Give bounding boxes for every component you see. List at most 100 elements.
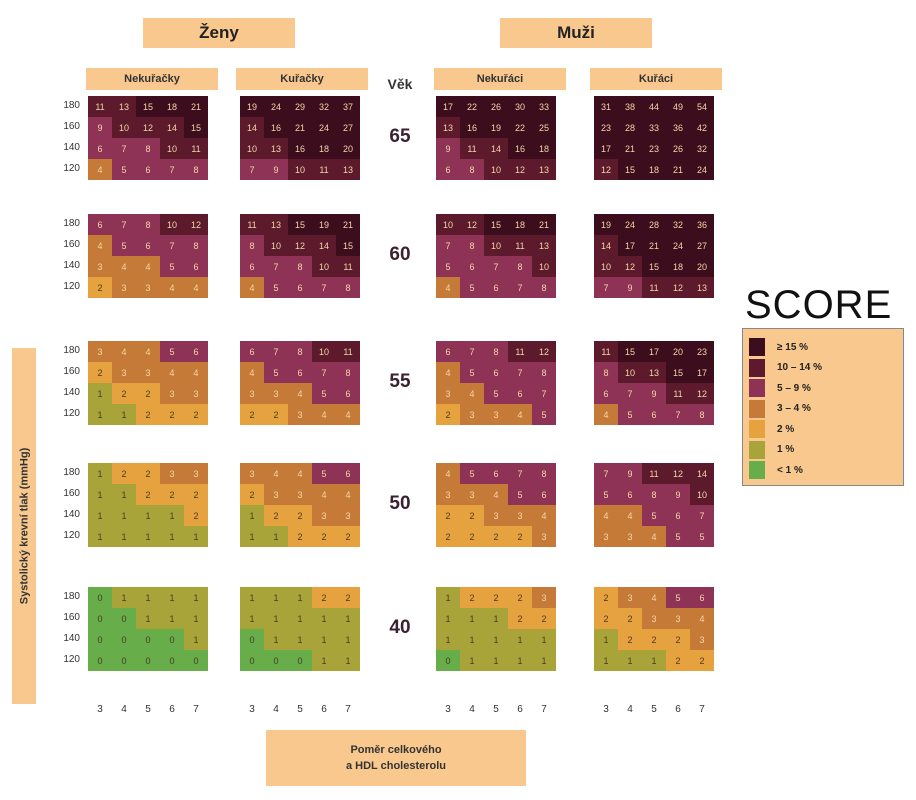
heatmap-cell: 8 [594,362,618,383]
legend: ≥ 15 % 10 – 14 % 5 – 9 % 3 – 4 % 2 % 1 % < 1 % [742,328,904,486]
heatmap-cell: 4 [336,404,360,425]
heatmap-cell: 17 [618,235,642,256]
heatmap-cell: 1 [264,526,288,547]
y-tick-label: 140 [63,633,80,644]
heatmap-cell: 32 [690,138,714,159]
heatmap-cell: 1 [160,526,184,547]
y-tick-label: 120 [63,654,80,665]
heatmap-cell: 17 [690,362,714,383]
heatmap-cell: 1 [184,587,208,608]
heatmap-cell: 13 [336,159,360,180]
heatmap-cell: 2 [436,505,460,526]
heatmap-cell: 11 [594,341,618,362]
heatmap-cell: 8 [642,484,666,505]
heatmap-cell: 2 [642,629,666,650]
x-tick-label: 3 [603,704,609,715]
heatmap-cell: 4 [336,484,360,505]
heatmap-cell: 2 [240,404,264,425]
heatmap-cell: 8 [508,256,532,277]
heatmap-cell: 6 [336,463,360,484]
heatmap-cell: 1 [336,650,360,671]
heatmap-cell: 17 [594,138,618,159]
y-tick-label: 140 [63,260,80,271]
x-tick-label: 5 [493,704,499,715]
heatmap-cell: 7 [618,383,642,404]
heatmap-cell: 13 [112,96,136,117]
heatmap-cell: 20 [666,341,690,362]
heatmap-cell: 0 [112,629,136,650]
heatmap-cell: 0 [88,587,112,608]
x-tick-label: 3 [249,704,255,715]
heatmap-cell: 0 [240,650,264,671]
heatmap-cell: 7 [594,463,618,484]
age-label: 60 [389,244,411,265]
heatmap-cell: 11 [642,277,666,298]
heatmap-cell: 15 [618,159,642,180]
legend-item: 10 – 14 % [749,358,822,378]
y-tick-label: 160 [63,488,80,499]
heatmap-cell: 3 [484,505,508,526]
heatmap-cell: 3 [336,505,360,526]
heatmap-cell: 1 [336,629,360,650]
heatmap-cell: 11 [312,159,336,180]
heatmap-cell: 1 [312,650,336,671]
heatmap-cell: 6 [642,404,666,425]
heatmap-cell: 3 [136,277,160,298]
heatmap-cell: 2 [312,526,336,547]
heatmap-cell: 44 [642,96,666,117]
heatmap-cell: 4 [594,505,618,526]
heatmap-cell: 1 [288,608,312,629]
heatmap-cell: 7 [508,277,532,298]
heatmap-cell: 1 [532,629,556,650]
heatmap-cell: 13 [264,214,288,235]
heatmap-cell: 5 [460,362,484,383]
heatmap-cell: 6 [460,256,484,277]
y-tick-label: 140 [63,509,80,520]
heatmap-cell: 12 [690,383,714,404]
heatmap-cell: 6 [594,383,618,404]
heatmap-cell: 2 [112,463,136,484]
y-tick-label: 140 [63,387,80,398]
heatmap-cell: 6 [88,214,112,235]
heatmap-cell: 10 [618,362,642,383]
heatmap-cell: 9 [618,463,642,484]
heatmap-cell: 1 [594,650,618,671]
heatmap-cell: 24 [690,159,714,180]
heatmap-cell: 1 [508,629,532,650]
heatmap-cell: 2 [436,526,460,547]
heatmap-cell: 13 [642,362,666,383]
heatmap-cell: 18 [532,138,556,159]
heatmap-cell: 13 [532,235,556,256]
heatmap-cell: 4 [88,235,112,256]
x-axis-label-line2: a HDL cholesterolu [345,760,447,772]
heatmap-cell: 2 [336,587,360,608]
heatmap-cell: 21 [618,138,642,159]
heatmap-cell: 21 [532,214,556,235]
y-tick-label: 180 [63,218,80,229]
legend-item: 5 – 9 % [749,378,811,398]
heatmap-cell: 6 [184,341,208,362]
heatmap-cell: 14 [312,235,336,256]
heatmap-cell: 2 [336,526,360,547]
heatmap-cell: 13 [690,277,714,298]
heatmap-cell: 19 [240,96,264,117]
heatmap-cell: 4 [642,526,666,547]
heatmap-cell: 2 [484,587,508,608]
x-tick-label: 7 [193,704,199,715]
heatmap-cell: 3 [508,505,532,526]
heatmap-cell: 1 [312,629,336,650]
heatmap-cell: 32 [312,96,336,117]
heatmap-cell: 1 [264,587,288,608]
heatmap-cell: 7 [112,138,136,159]
heatmap-cell: 2 [508,587,532,608]
age-label: 55 [389,371,411,392]
heatmap-cell: 5 [436,256,460,277]
heatmap-cell: 13 [264,138,288,159]
heatmap-cell: 5 [690,526,714,547]
heatmap-cell: 8 [288,341,312,362]
heatmap-cell: 10 [160,214,184,235]
heatmap-cell: 0 [136,629,160,650]
heatmap-cell: 4 [436,362,460,383]
heatmap-cell: 5 [312,383,336,404]
heatmap-cell: 24 [618,214,642,235]
